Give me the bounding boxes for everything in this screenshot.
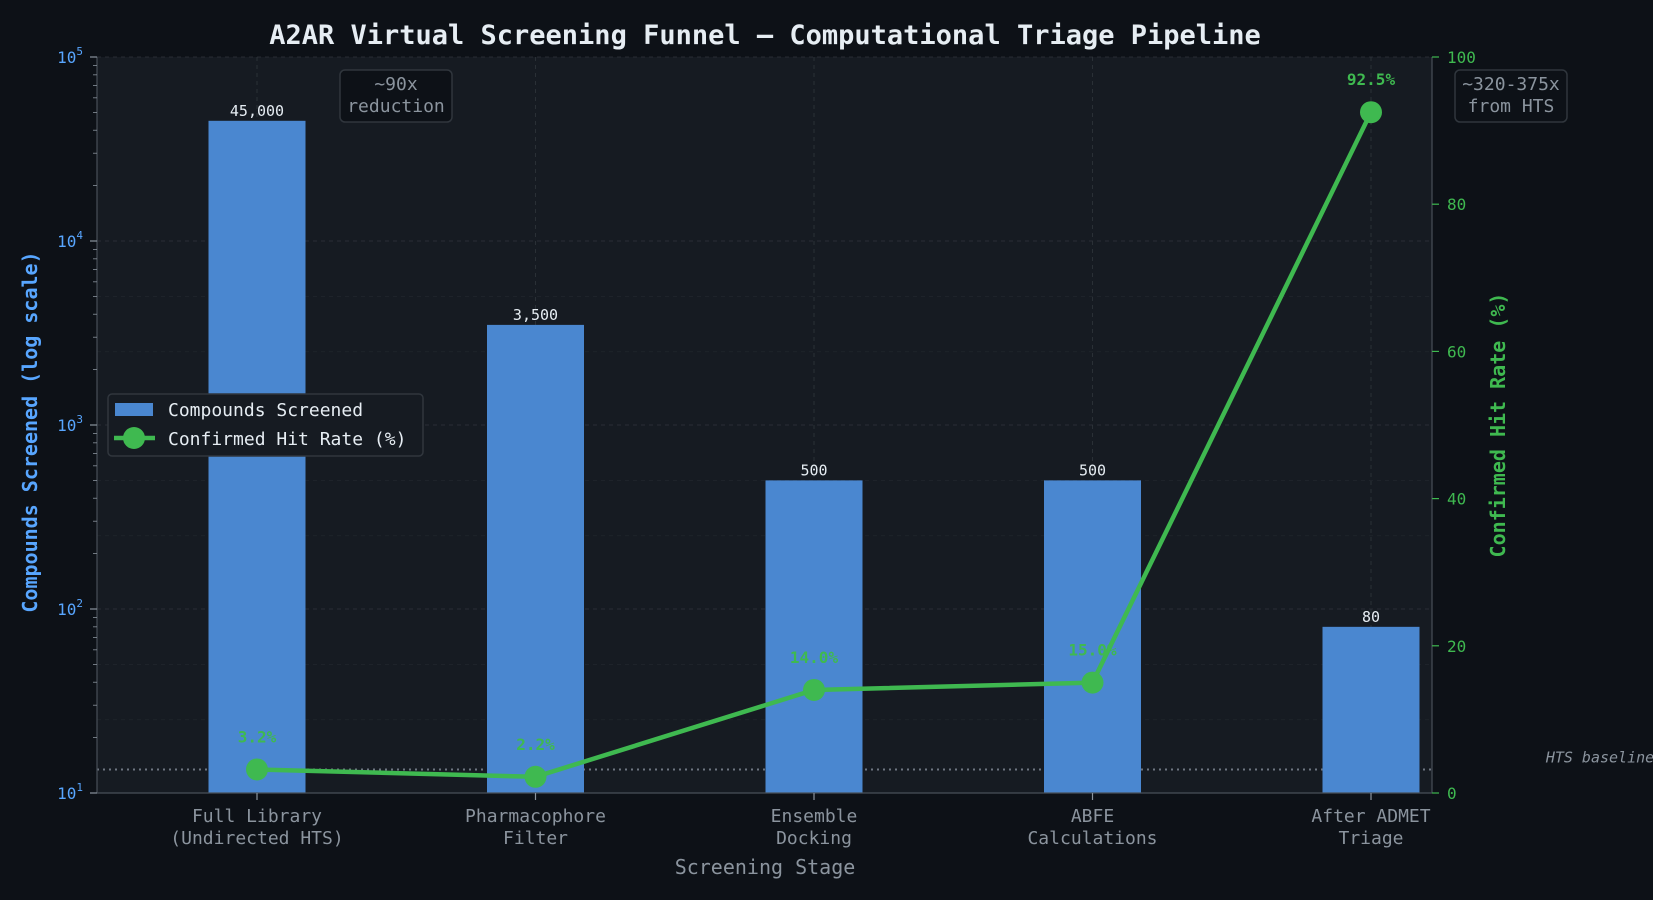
right-tick-label: 0 [1447,784,1457,803]
grid-lines [97,56,1432,794]
hit-rate-point [1081,671,1104,694]
legend-box [107,393,424,457]
annotation-reduction: ~90x reduction [339,69,453,123]
annotation-text: ~320-375x [1462,74,1560,95]
bar-value-label: 3,500 [513,306,558,324]
chart-title: A2AR Virtual Screening Funnel — Computat… [269,20,1261,51]
right-axis-ticks: 0 20 40 60 80 100 [1432,48,1476,803]
left-tick-label: 105 [57,45,83,67]
hit-rate-value-label: 15.0% [1068,641,1117,660]
legend-label-compounds: Compounds Screened [168,400,363,421]
hit-rate-labels-group: 3.2% 2.2% 14.0% 15.0% 92.5% [238,70,1396,754]
left-tick-label: 101 [57,781,83,803]
x-axis-ticks: Full Library(Undirected HTS) Pharmacophor… [170,793,1431,849]
bar-value-label: 500 [1079,461,1106,479]
left-axis-label: Compounds Screened (log scale) [18,251,42,612]
legend-marker-swatch [123,427,145,449]
hit-rate-value-label: 14.0% [790,648,839,667]
x-tick-label: Docking [776,828,852,849]
legend-label-hit-rate: Confirmed Hit Rate (%) [168,429,406,450]
right-axis-label: Confirmed Hit Rate (%) [1486,293,1510,558]
bar [1044,480,1141,793]
x-tick-label: After ADMET [1311,806,1430,827]
bar [208,120,306,793]
bar-value-label: 500 [800,461,827,479]
hit-rate-point [524,765,547,788]
hts-baseline-label: HTS baseline [1545,748,1653,766]
right-tick-label: 80 [1447,195,1466,214]
x-tick-label: Triage [1338,828,1403,849]
x-tick-label: Ensemble [771,806,858,827]
hit-rate-point [246,758,268,781]
hit-rate-point [803,678,825,701]
hit-rate-points-group [246,101,1382,788]
bar-value-label: 45,000 [230,102,284,120]
x-tick-label: Calculations [1027,828,1157,849]
legend: Compounds Screened Confirmed Hit Rate (%… [107,393,424,457]
bar-labels-group: 45,000 3,500 500 500 80 [230,102,1380,626]
x-axis-label: Screening Stage [675,855,856,879]
left-tick-label: 104 [57,229,83,251]
annotation-box [339,69,453,123]
hit-rate-value-label: 92.5% [1347,70,1396,89]
x-tick-label: (Undirected HTS) [170,828,343,849]
left-tick-label: 103 [57,413,83,435]
left-tick-label: 102 [57,597,83,619]
legend-bar-swatch [115,403,153,416]
x-tick-label: Full Library [192,806,322,827]
x-tick-label: ABFE [1071,806,1114,827]
hit-rate-value-label: 2.2% [516,735,555,754]
annotation-text: reduction [347,96,445,117]
hit-rate-value-label: 3.2% [238,727,277,746]
x-tick-label: Pharmacophore [465,806,606,827]
x-tick-label: Filter [503,828,568,849]
hit-rate-point [1360,101,1382,124]
annotation-from-hts: ~320-375x from HTS [1454,69,1568,123]
right-tick-label: 100 [1447,48,1476,67]
bar [1322,626,1420,793]
right-tick-label: 20 [1447,637,1466,656]
right-tick-label: 40 [1447,490,1466,509]
bar-value-label: 80 [1362,608,1380,626]
annotation-text: ~90x [374,74,418,95]
left-axis-ticks: 101 102 103 104 105 [57,45,97,803]
annotation-box [1454,69,1568,123]
bar [765,480,863,793]
bar [487,324,584,793]
annotation-text: from HTS [1468,96,1555,117]
bars-group [208,120,1420,793]
right-tick-label: 60 [1447,342,1466,361]
